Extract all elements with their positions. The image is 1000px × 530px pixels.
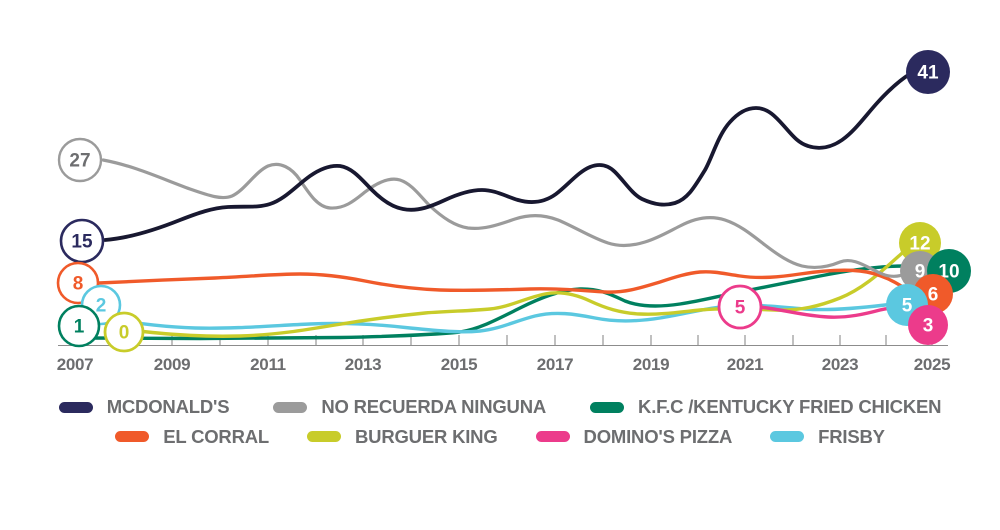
series-line-no-recuerda bbox=[101, 158, 917, 278]
legend-row-1: MCDONALD'S NO RECUERDA NINGUNA K.F.C /KE… bbox=[20, 396, 980, 417]
legend-label: EL CORRAL bbox=[163, 425, 270, 447]
tick-label: 2013 bbox=[345, 355, 382, 374]
tick-label: 2019 bbox=[633, 355, 670, 374]
series-line-mcdonalds bbox=[103, 72, 912, 242]
legend-swatch-icon bbox=[535, 431, 570, 443]
tick-label: 2009 bbox=[154, 355, 191, 374]
bubble-41: 41 bbox=[906, 50, 950, 94]
legend-label: FRISBY bbox=[818, 425, 885, 447]
bubble-label: 6 bbox=[928, 285, 939, 306]
tick-label: 2017 bbox=[537, 355, 574, 374]
bubble-label: 1 bbox=[74, 317, 85, 338]
legend-label: DOMINO'S PIZZA bbox=[583, 425, 733, 447]
tick-label: 2011 bbox=[250, 355, 286, 374]
tick-label: 2007 bbox=[57, 355, 94, 374]
bubble-15: 15 bbox=[59, 218, 105, 264]
legend-swatch-icon bbox=[115, 431, 150, 443]
series-line-el-corral bbox=[97, 268, 912, 294]
bubble-label: 5 bbox=[735, 298, 746, 319]
legend-label: NO RECUERDA NINGUNA bbox=[321, 396, 547, 417]
legend-burguer-king[interactable]: BURGUER KING bbox=[307, 425, 498, 447]
legend-swatch-icon bbox=[273, 401, 308, 413]
legend-swatch-icon bbox=[307, 431, 342, 443]
bubble-1: 1 bbox=[57, 304, 101, 348]
legend-el-corral[interactable]: EL CORRAL bbox=[115, 425, 270, 447]
bubble-label: 41 bbox=[917, 63, 939, 84]
bubble-label: 15 bbox=[71, 232, 93, 253]
legend-mcdonalds[interactable]: MCDONALD'S bbox=[58, 396, 230, 417]
chart-legend: MCDONALD'S NO RECUERDA NINGUNA K.F.C /KE… bbox=[0, 396, 1000, 447]
bubble-label: 2 bbox=[96, 296, 107, 317]
tick-label: 2015 bbox=[441, 355, 478, 374]
legend-swatch-icon bbox=[58, 401, 93, 413]
value-bubble-mid: 5 bbox=[717, 284, 763, 330]
bubble-3: 3 bbox=[908, 305, 948, 345]
bubble-label: 8 bbox=[73, 274, 84, 295]
legend-swatch-icon bbox=[770, 431, 805, 443]
bubble-label: 9 bbox=[915, 262, 926, 283]
bubble-label: 12 bbox=[909, 234, 930, 255]
x-axis-tick-labels: 2007 2009 2011 2013 2015 2017 2019 2021 … bbox=[57, 355, 951, 374]
bubble-27: 27 bbox=[57, 137, 103, 183]
bubble-label: 0 bbox=[119, 323, 130, 344]
legend-swatch-icon bbox=[590, 401, 625, 413]
legend-label: BURGUER KING bbox=[355, 425, 498, 447]
bubble-label: 27 bbox=[69, 151, 90, 172]
value-bubbles-right: 41 12 9 10 6 bbox=[886, 50, 971, 345]
bubble-label: 5 bbox=[902, 296, 913, 317]
tick-label: 2023 bbox=[822, 355, 859, 374]
tick-label: 2021 bbox=[727, 355, 764, 374]
legend-dominos-pizza[interactable]: DOMINO'S PIZZA bbox=[535, 425, 733, 447]
bubble-0: 0 bbox=[103, 311, 145, 353]
bubble-label: 3 bbox=[923, 316, 934, 337]
tick-label: 2025 bbox=[914, 355, 951, 374]
legend-no-recuerda-ninguna[interactable]: NO RECUERDA NINGUNA bbox=[273, 396, 547, 417]
value-bubbles-left: 27 15 8 2 1 bbox=[56, 137, 145, 353]
x-axis-ticks bbox=[74, 335, 933, 346]
legend-row-2: EL CORRAL BURGUER KING DOMINO'S PIZZA FR… bbox=[20, 425, 980, 447]
legend-kfc[interactable]: K.F.C /KENTUCKY FRIED CHICKEN bbox=[590, 396, 942, 417]
legend-label: K.F.C /KENTUCKY FRIED CHICKEN bbox=[638, 396, 942, 417]
legend-label: MCDONALD'S bbox=[106, 396, 230, 417]
legend-frisby[interactable]: FRISBY bbox=[770, 425, 885, 447]
bubble-12: 12 bbox=[899, 222, 941, 264]
bubble-5-dominos-start: 5 bbox=[717, 284, 763, 330]
series-line-burguer-king bbox=[136, 240, 916, 338]
